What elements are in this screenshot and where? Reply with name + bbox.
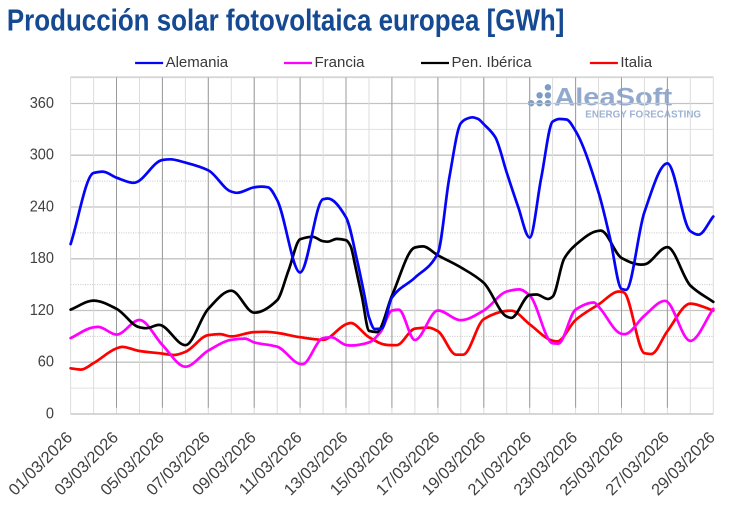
svg-text:240: 240 (30, 198, 54, 215)
svg-text:180: 180 (30, 250, 54, 267)
svg-text:Pen. Ibérica: Pen. Ibérica (452, 54, 533, 71)
svg-text:Francia: Francia (315, 54, 366, 71)
svg-text:Producción solar fotovoltaica: Producción solar fotovoltaica europea [G… (7, 2, 565, 37)
svg-text:AleaSoft: AleaSoft (554, 83, 673, 111)
svg-text:Alemania: Alemania (166, 54, 229, 71)
svg-text:360: 360 (30, 95, 54, 112)
svg-text:60: 60 (38, 354, 54, 371)
svg-text:120: 120 (30, 302, 54, 319)
svg-text:300: 300 (30, 147, 54, 164)
svg-text:ENERGY FORECASTING: ENERGY FORECASTING (585, 110, 701, 121)
svg-text:Italia: Italia (620, 54, 652, 71)
svg-text:0: 0 (46, 405, 54, 422)
